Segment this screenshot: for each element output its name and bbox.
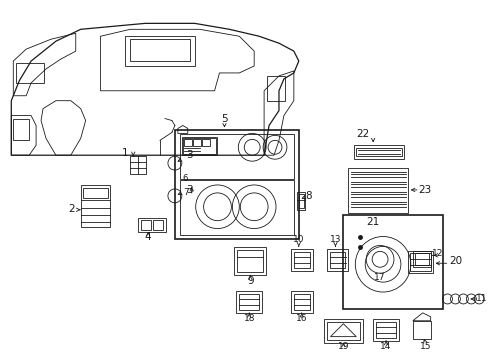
Bar	[354, 145, 403, 159]
Bar	[266, 76, 285, 101]
Text: 10: 10	[292, 235, 304, 244]
Text: 12: 12	[431, 249, 442, 258]
Bar	[239, 294, 259, 310]
Bar	[16, 63, 44, 83]
Text: 17: 17	[374, 273, 385, 282]
Text: 3: 3	[186, 185, 193, 195]
Text: 15: 15	[419, 342, 430, 351]
Bar	[293, 252, 309, 268]
Text: 19: 19	[337, 342, 348, 351]
Bar	[412, 321, 430, 339]
Bar	[407, 251, 432, 273]
Bar	[290, 291, 312, 313]
Bar	[182, 138, 216, 155]
Text: 8: 8	[305, 191, 311, 201]
Text: 21: 21	[366, 217, 379, 227]
Text: 23: 23	[417, 185, 430, 195]
Text: 14: 14	[380, 342, 391, 351]
Bar	[414, 253, 428, 265]
Bar	[298, 194, 303, 208]
Bar	[13, 118, 29, 140]
Bar	[192, 139, 200, 146]
Bar	[130, 156, 146, 174]
Bar	[180, 134, 293, 179]
Text: 4: 4	[144, 233, 151, 243]
Bar	[296, 192, 304, 210]
Bar	[323, 319, 363, 343]
Text: 20: 20	[448, 256, 461, 266]
Text: 16: 16	[295, 314, 307, 323]
Bar	[326, 322, 360, 339]
Bar	[236, 291, 262, 313]
Bar	[343, 215, 442, 309]
Bar	[326, 249, 347, 271]
Bar	[82, 188, 108, 198]
Bar	[237, 251, 263, 272]
Bar	[125, 36, 194, 66]
Bar	[183, 139, 191, 146]
Text: 18: 18	[243, 314, 254, 323]
Text: 22: 22	[356, 129, 369, 139]
Bar	[141, 220, 151, 230]
Text: 3: 3	[186, 150, 193, 160]
Bar	[375, 322, 395, 338]
Bar	[372, 319, 398, 341]
Text: 2: 2	[68, 204, 75, 214]
Bar	[81, 185, 110, 226]
Text: 6: 6	[183, 174, 188, 183]
Text: 7: 7	[183, 188, 188, 197]
Text: 5: 5	[221, 113, 227, 123]
Bar	[356, 148, 401, 156]
Bar	[347, 168, 407, 213]
Bar	[290, 249, 312, 271]
Bar	[130, 39, 189, 61]
Bar	[234, 247, 265, 275]
Bar	[409, 253, 430, 271]
Text: 9: 9	[246, 276, 253, 286]
Bar	[175, 130, 298, 239]
Bar	[153, 220, 163, 230]
Bar	[293, 294, 309, 310]
Bar	[183, 138, 215, 154]
Text: 11: 11	[475, 294, 487, 303]
Bar	[201, 139, 209, 146]
Text: 1: 1	[122, 148, 128, 158]
Bar	[412, 251, 430, 267]
Bar	[329, 252, 345, 268]
Bar	[180, 180, 293, 234]
Text: 13: 13	[329, 235, 341, 244]
Bar	[138, 218, 165, 231]
